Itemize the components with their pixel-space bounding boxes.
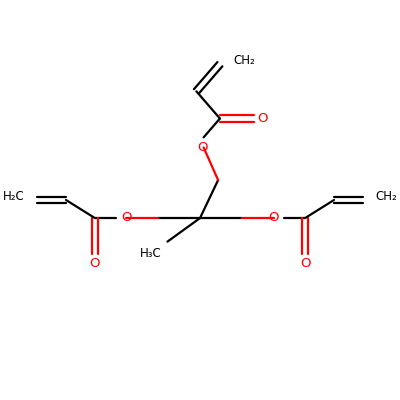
Text: O: O bbox=[121, 211, 132, 224]
Text: H₃C: H₃C bbox=[140, 247, 162, 260]
Text: CH₂: CH₂ bbox=[376, 190, 398, 203]
Text: H₂C: H₂C bbox=[2, 190, 24, 203]
Text: O: O bbox=[198, 141, 208, 154]
Text: O: O bbox=[257, 112, 268, 125]
Text: O: O bbox=[90, 257, 100, 270]
Text: CH₂: CH₂ bbox=[234, 54, 256, 67]
Text: O: O bbox=[268, 211, 279, 224]
Text: O: O bbox=[300, 257, 310, 270]
